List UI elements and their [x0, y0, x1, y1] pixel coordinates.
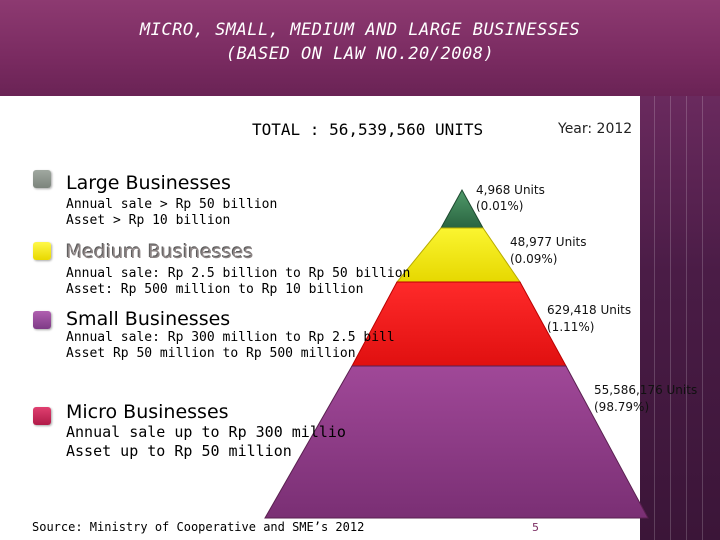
medium-criteria-sale: Annual sale: Rp 2.5 billion to Rp 50 bil… — [66, 266, 411, 281]
source-note: Source: Ministry of Cooperative and SME’… — [32, 520, 365, 534]
medium-units: 48,977 Units — [510, 235, 587, 249]
pyramid-tier-micro — [264, 365, 649, 519]
slide-title-line-1: MICRO, SMALL, MEDIUM AND LARGE BUSINESSE… — [139, 20, 581, 40]
small-criteria-asset: Asset Rp 50 million to Rp 500 million — [66, 346, 356, 361]
small-units: 629,418 Units — [547, 303, 632, 317]
pyramid-tier-medium — [395, 227, 521, 283]
pyramid-tier-small — [351, 281, 567, 367]
small-businesses-label: Small Businesses — [66, 308, 231, 330]
large-share: (0.01%) — [476, 199, 524, 213]
slide-title-line-2: (BASED ON LAW NO.20/2008) — [225, 44, 495, 64]
page-number: 5 — [532, 521, 539, 534]
micro-share: (98.79%) — [594, 400, 650, 414]
large-criteria-sale: Annual sale > Rp 50 billion — [66, 197, 278, 212]
medium-share: (0.09%) — [510, 252, 558, 266]
legend-swatch-small — [33, 311, 51, 329]
year-label: Year: 2012 — [558, 121, 633, 137]
title-bar: MICRO, SMALL, MEDIUM AND LARGE BUSINESSE… — [0, 0, 720, 96]
medium-criteria-asset: Asset: Rp 500 million to Rp 10 billion — [66, 282, 364, 297]
large-businesses-label: Large Businesses — [66, 172, 231, 194]
micro-criteria-sale: Annual sale up to Rp 300 millio — [66, 423, 346, 441]
legend-swatch-large — [33, 170, 51, 188]
total-units: TOTAL : 56,539,560 UNITS — [252, 120, 484, 139]
micro-businesses-label: Micro Businesses — [66, 401, 229, 423]
legend-swatch-micro — [33, 407, 51, 425]
large-criteria-asset: Asset > Rp 10 billion — [66, 213, 231, 228]
small-share: (1.11%) — [547, 320, 595, 334]
small-criteria-sale: Annual sale: Rp 300 million to Rp 2.5 bi… — [66, 330, 395, 345]
large-units: 4,968 Units — [476, 183, 545, 197]
micro-units: 55,586,176 Units — [594, 383, 698, 397]
legend-swatch-medium — [33, 242, 51, 260]
decorative-sidebar — [640, 96, 720, 540]
medium-businesses-label: Medium Businesses — [66, 241, 254, 263]
micro-criteria-asset: Asset up to Rp 50 million — [66, 442, 292, 460]
